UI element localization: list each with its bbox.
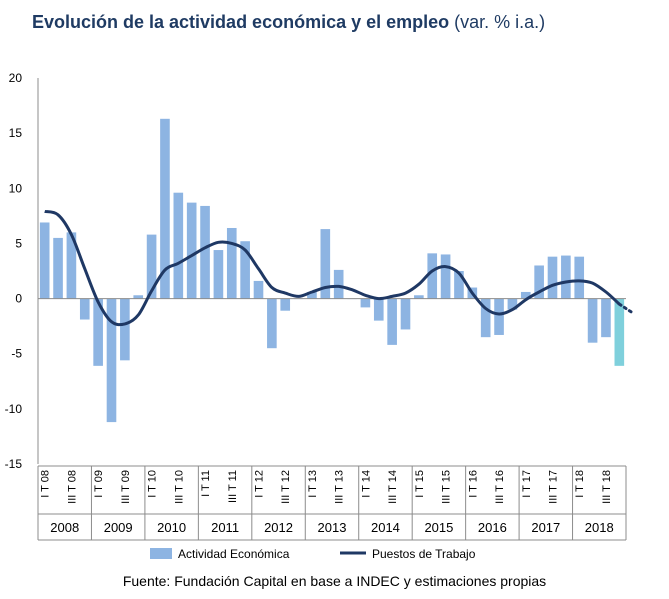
y-tick-label: -10 [5,402,23,416]
bar [280,298,291,311]
year-label: 2009 [104,520,133,535]
bar [534,265,544,299]
chart-subtitle: (var. % i.a.) [454,12,546,32]
chart-title: Evolución de la actividad económica y el… [32,12,545,33]
x-tick-label: III T 10 [173,470,185,504]
year-label: 2014 [371,520,400,535]
bar [146,234,157,299]
bar [494,298,504,335]
year-label: 2016 [478,520,507,535]
x-tick-label: III T 09 [120,470,132,504]
year-label: 2010 [157,520,186,535]
y-tick-label: 15 [9,126,23,140]
x-tick-label: I T 13 [307,470,319,498]
x-tick-label: I T 10 [147,470,159,498]
x-tick-label: I T 08 [40,470,52,498]
x-tick-label: I T 15 [414,470,426,498]
x-tick-label: III T 13 [334,470,346,504]
y-tick-label: -5 [11,347,22,361]
bar [561,255,571,299]
source-note: Fuente: Fundación Capital en base a INDE… [122,573,547,589]
chart-title-main: Evolución de la actividad económica y el… [32,12,450,32]
y-tick-label: 0 [15,292,22,306]
bar [213,250,224,299]
bar [120,298,130,361]
bar [387,298,397,345]
x-tick-label: III T 14 [387,470,399,504]
bar [253,280,264,299]
x-tick-label: III T 16 [494,470,506,504]
bar [440,254,451,299]
bar [106,298,117,423]
year-label: 2013 [318,520,347,535]
legend-swatch-actividad [150,548,172,559]
bar [93,298,103,366]
bar [200,205,210,299]
bar [226,227,237,299]
bar [587,298,598,343]
bar [373,298,384,321]
x-tick-label: I T 17 [521,470,533,498]
year-label: 2018 [585,520,614,535]
bar [66,232,77,299]
x-tick-label: I T 16 [467,470,479,498]
x-tick-label: III T 18 [601,470,613,504]
y-tick-label: 5 [15,236,22,250]
x-tick-label: III T 17 [548,470,560,504]
legend-label-actividad: Actividad Económica [178,547,290,561]
bar [360,298,371,308]
line-series-puestos [44,209,621,327]
bar [400,298,411,330]
bar [574,256,585,299]
bar [39,222,50,299]
bar [614,298,625,366]
y-tick-label: -15 [5,457,23,471]
y-tick-label: 10 [9,181,23,195]
bar [414,295,424,299]
x-tick-label: I T 14 [360,470,372,498]
x-tick-label: III T 15 [441,470,453,504]
legend-label-puestos: Puestos de Trabajo [372,547,476,561]
year-label: 2012 [264,520,293,535]
bar [320,229,331,299]
bar [547,256,558,299]
bar [480,298,491,338]
bar [454,271,464,299]
x-tick-label: I T 11 [200,470,212,497]
bar [79,298,90,320]
x-tick-label: III T 11 [227,470,239,503]
bar [507,298,518,310]
line-series-estimate [617,302,635,315]
bar [160,118,170,299]
x-tick-label: I T 18 [574,470,586,498]
x-tick-label: III T 12 [280,470,292,504]
year-label: 2015 [424,520,453,535]
x-tick-label: I T 09 [93,470,105,498]
bar [427,253,438,299]
x-tick-label: I T 12 [254,470,266,498]
bar [53,237,63,299]
bar [307,291,317,299]
year-label: 2008 [50,520,79,535]
bar [186,202,197,299]
bar [240,241,250,299]
y-tick-label: 20 [9,71,23,85]
bar [173,192,184,299]
bar [520,291,531,299]
year-label: 2017 [531,520,560,535]
x-tick-label: III T 08 [66,470,78,504]
bar [333,269,344,299]
year-label: 2011 [211,520,239,535]
bar [601,298,611,338]
bar [267,298,277,349]
bar [133,295,144,299]
